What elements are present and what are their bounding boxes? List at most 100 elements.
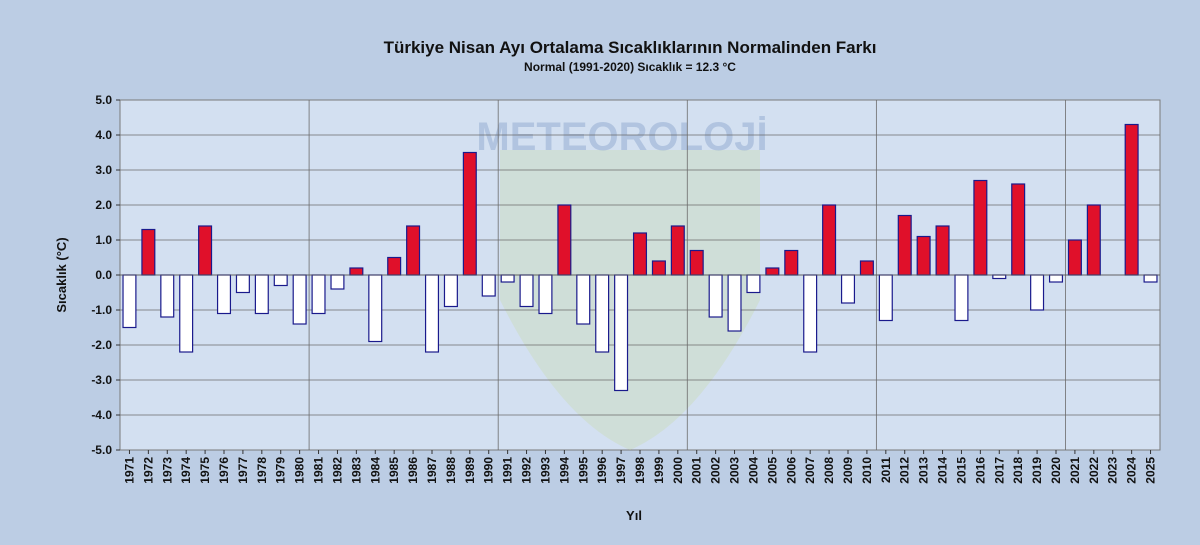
y-tick-label: -2.0 bbox=[91, 338, 112, 352]
x-tick-label: 2003 bbox=[728, 457, 742, 484]
bar-2008 bbox=[822, 204, 837, 276]
x-tick-label: 1984 bbox=[368, 457, 382, 484]
x-tick-label: 1981 bbox=[312, 457, 326, 484]
bar-1986 bbox=[406, 225, 421, 276]
bar-1998 bbox=[632, 232, 648, 276]
bar-1987 bbox=[424, 274, 440, 353]
bar-1980 bbox=[292, 274, 307, 325]
x-tick-label: 1998 bbox=[633, 457, 647, 484]
x-tick-label: 1977 bbox=[236, 457, 250, 484]
x-tick-label: 1982 bbox=[330, 457, 344, 484]
x-tick-label: 2007 bbox=[803, 457, 817, 484]
bar-1979 bbox=[273, 274, 288, 287]
x-tick-label: 1973 bbox=[160, 457, 174, 484]
bar-1985 bbox=[387, 256, 402, 276]
bar-1992 bbox=[519, 274, 534, 308]
x-tick-label: 1978 bbox=[255, 457, 269, 484]
x-tick-label: 2000 bbox=[671, 457, 685, 484]
x-tick-label: 1988 bbox=[444, 457, 458, 484]
bar-2006 bbox=[784, 249, 799, 276]
x-tick-label: 1991 bbox=[501, 457, 515, 484]
bar-2013 bbox=[916, 235, 931, 276]
x-tick-label: 2025 bbox=[1144, 457, 1158, 484]
chart-subtitle: Normal (1991-2020) Sıcaklık = 12.3 °C bbox=[524, 60, 736, 74]
bar-1976 bbox=[216, 274, 232, 315]
bar-2003 bbox=[727, 274, 742, 332]
watermark-text: METEOROLOJİ bbox=[476, 115, 767, 159]
y-tick-label: 0.0 bbox=[95, 268, 112, 282]
bar-1991 bbox=[500, 274, 515, 283]
x-tick-label: 2023 bbox=[1106, 457, 1120, 484]
y-tick-label: -1.0 bbox=[91, 303, 112, 317]
x-tick-label: 1993 bbox=[538, 457, 552, 484]
x-tick-label: 2021 bbox=[1068, 457, 1082, 484]
bar-2005 bbox=[765, 267, 780, 276]
bar-2019 bbox=[1030, 274, 1045, 311]
bar-1988 bbox=[443, 274, 458, 308]
x-tick-label: 2009 bbox=[841, 457, 855, 484]
bar-1995 bbox=[576, 274, 591, 325]
bar-1990 bbox=[481, 274, 496, 297]
x-tick-label: 1971 bbox=[122, 457, 136, 484]
x-tick-label: 1979 bbox=[274, 457, 288, 484]
bar-1973 bbox=[160, 274, 175, 318]
bar-2011 bbox=[878, 274, 893, 322]
x-tick-label: 1987 bbox=[425, 457, 439, 484]
bar-2004 bbox=[746, 274, 761, 294]
x-tick-label: 1976 bbox=[217, 457, 231, 484]
bar-2017 bbox=[992, 274, 1007, 280]
x-tick-label: 2015 bbox=[954, 457, 968, 484]
x-tick-label: 2006 bbox=[784, 457, 798, 484]
bar-2016 bbox=[973, 179, 988, 276]
bar-1989 bbox=[462, 151, 477, 276]
bar-2021 bbox=[1067, 239, 1082, 276]
bar-1981 bbox=[311, 274, 326, 315]
bar-1972 bbox=[141, 228, 156, 276]
bar-2000 bbox=[670, 225, 685, 276]
x-tick-label: 1986 bbox=[406, 457, 420, 484]
x-tick-label: 1999 bbox=[652, 457, 666, 484]
bar-1984 bbox=[368, 274, 383, 343]
bar-1983 bbox=[349, 267, 364, 276]
x-tick-label: 1983 bbox=[349, 457, 363, 484]
bar-2012 bbox=[897, 214, 912, 276]
chart-title: Türkiye Nisan Ayı Ortalama Sıcaklıkların… bbox=[384, 38, 877, 57]
y-tick-label: 5.0 bbox=[95, 93, 112, 107]
x-tick-label: 2002 bbox=[709, 457, 723, 484]
y-tick-label: 1.0 bbox=[95, 233, 112, 247]
bar-2018 bbox=[1011, 183, 1026, 276]
x-tick-label: 1995 bbox=[576, 457, 590, 484]
x-tick-label: 2017 bbox=[992, 457, 1006, 484]
x-tick-label: 2013 bbox=[917, 457, 931, 484]
bar-1993 bbox=[538, 274, 553, 315]
x-tick-label: 2019 bbox=[1030, 457, 1044, 484]
x-tick-label: 1996 bbox=[595, 457, 609, 484]
bar-2007 bbox=[803, 274, 818, 353]
x-tick-label: 2010 bbox=[860, 457, 874, 484]
bar-2010 bbox=[859, 260, 874, 276]
y-tick-label: -4.0 bbox=[91, 408, 112, 422]
bar-1978 bbox=[254, 274, 269, 315]
bar-1977 bbox=[235, 274, 250, 294]
bar-2001 bbox=[689, 249, 704, 276]
x-tick-label: 1989 bbox=[463, 457, 477, 484]
bar-1975 bbox=[198, 225, 213, 276]
x-tick-label: 2014 bbox=[936, 457, 950, 484]
x-tick-label: 1985 bbox=[387, 457, 401, 484]
y-axis-label: Sıcaklık (°C) bbox=[54, 237, 69, 312]
x-tick-label: 1980 bbox=[293, 457, 307, 484]
x-tick-label: 1992 bbox=[520, 457, 534, 484]
x-tick-label: 2018 bbox=[1011, 457, 1025, 484]
bar-1997 bbox=[614, 274, 629, 392]
bar-2020 bbox=[1048, 274, 1064, 283]
x-tick-label: 1972 bbox=[141, 457, 155, 484]
x-tick-label: 2024 bbox=[1125, 457, 1139, 484]
x-tick-label: 2022 bbox=[1087, 457, 1101, 484]
bar-2014 bbox=[935, 225, 950, 276]
x-tick-label: 2004 bbox=[746, 457, 760, 484]
x-tick-label: 2012 bbox=[898, 457, 912, 484]
bar-2022 bbox=[1086, 204, 1101, 276]
bar-2025 bbox=[1143, 274, 1158, 283]
